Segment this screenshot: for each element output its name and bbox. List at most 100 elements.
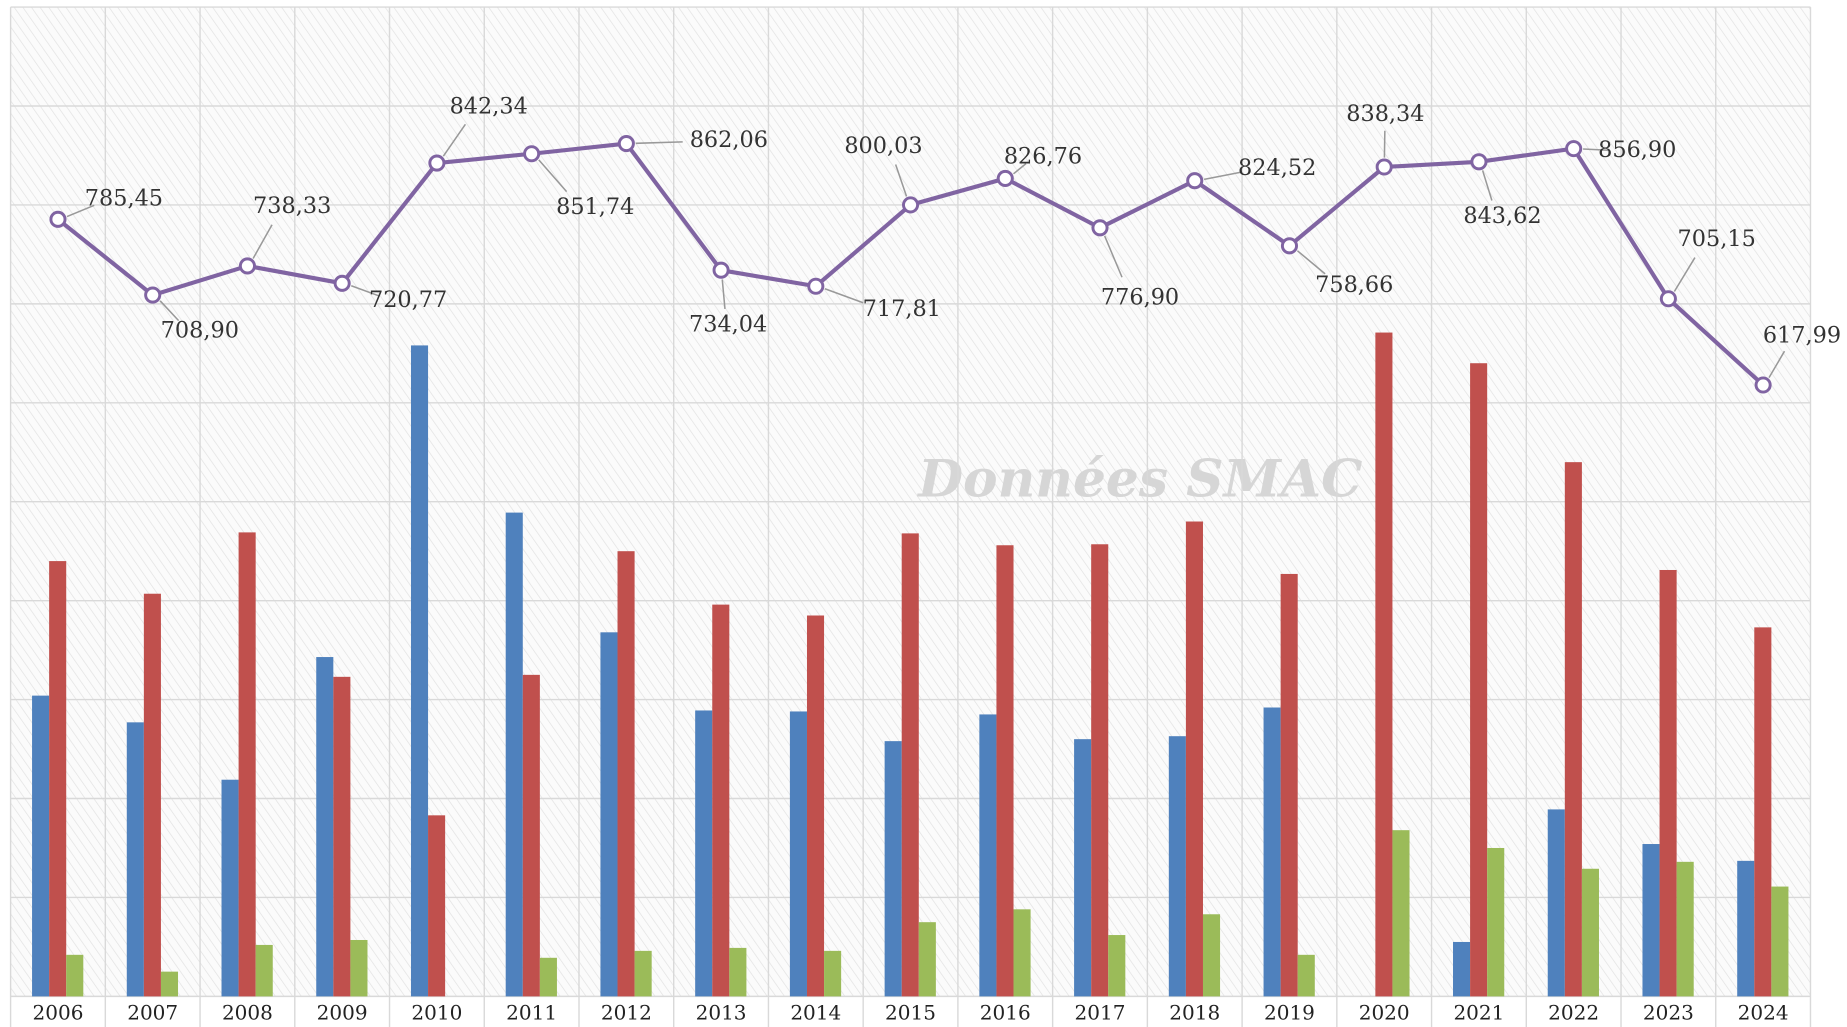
x-tick-label: 2020: [1359, 1001, 1410, 1025]
bar: [996, 545, 1014, 997]
bar: [1659, 569, 1677, 997]
x-tick-label: 2014: [790, 1001, 841, 1025]
line-marker: [617, 134, 635, 153]
data-label: 838,34: [1346, 101, 1424, 127]
line-marker: [996, 169, 1014, 187]
leader-line: [1203, 171, 1241, 181]
bar: [634, 950, 652, 997]
bar: [1487, 847, 1505, 997]
x-tick-label: 2023: [1643, 1001, 1694, 1025]
line-marker: [1280, 237, 1299, 255]
line-marker: [1470, 153, 1488, 171]
bar: [1676, 861, 1694, 997]
bar: [1547, 809, 1565, 997]
data-label: 824,52: [1238, 155, 1316, 181]
line-marker: [902, 196, 920, 214]
line-marker: [238, 257, 256, 275]
leader-line: [721, 279, 726, 310]
x-tick-label: 2017: [1075, 1001, 1126, 1025]
leader-line: [350, 285, 379, 297]
line-marker: [1375, 158, 1393, 176]
data-label: 776,90: [1101, 284, 1179, 310]
bar: [238, 532, 256, 997]
leader-line: [159, 300, 180, 322]
x-tick-label: 2008: [222, 1001, 273, 1025]
leader-line: [824, 288, 864, 304]
leader-line: [538, 159, 568, 193]
bar: [1581, 868, 1599, 997]
bar: [1470, 363, 1488, 997]
bar: [789, 711, 807, 997]
line-marker: [49, 210, 67, 228]
bar: [1074, 739, 1092, 997]
data-label: 705,15: [1678, 226, 1756, 252]
bar: [824, 950, 842, 997]
data-label: 826,76: [1004, 143, 1082, 169]
data-label: 851,74: [556, 194, 634, 220]
x-tick-label: 2012: [601, 1001, 652, 1025]
bar: [126, 722, 144, 997]
line-marker: [1186, 172, 1204, 190]
bar: [884, 741, 902, 997]
bar: [1202, 914, 1221, 997]
bar: [1013, 909, 1031, 997]
bar: [49, 561, 67, 997]
data-label: 717,81: [863, 296, 941, 322]
leader-line: [442, 123, 467, 157]
bar: [1185, 521, 1203, 997]
data-label: 734,04: [689, 312, 767, 338]
bar: [729, 947, 747, 997]
leader-line: [1296, 250, 1326, 275]
leader-line: [1583, 148, 1609, 152]
leader-line: [635, 141, 683, 145]
bar: [1280, 573, 1298, 997]
bar: [428, 815, 446, 997]
bar: [410, 345, 429, 997]
bar: [1737, 860, 1755, 997]
leader-line: [1481, 170, 1493, 201]
x-tick-label: 2021: [1453, 1001, 1504, 1025]
leader-line: [1673, 257, 1696, 292]
leader-line: [252, 224, 273, 259]
bar: [1263, 707, 1281, 997]
data-label: 785,45: [85, 185, 163, 211]
bar: [143, 593, 161, 997]
line-marker: [523, 145, 541, 163]
bar: [1642, 844, 1660, 997]
bar: [901, 533, 919, 997]
bar: [160, 971, 179, 997]
bar: [539, 957, 557, 997]
leader-line: [1768, 350, 1786, 379]
bar: [333, 676, 351, 997]
bar: [617, 551, 635, 997]
line-marker: [807, 277, 825, 295]
leader-line: [1013, 163, 1027, 175]
bar: [1392, 830, 1410, 997]
line-marker: [1565, 140, 1583, 158]
data-label: 720,77: [369, 287, 447, 313]
bar: [505, 512, 523, 997]
line-marker: [1754, 376, 1772, 394]
x-tick-label: 2011: [506, 1001, 557, 1025]
bar: [695, 710, 713, 997]
bar: [221, 779, 239, 997]
bar: [350, 939, 368, 997]
line-marker: [144, 286, 162, 304]
bar: [979, 714, 997, 997]
x-tick-label: 2009: [317, 1001, 368, 1025]
bar: [66, 954, 84, 997]
x-tick-label: 2007: [127, 1001, 178, 1025]
bar: [316, 657, 334, 997]
bar: [1564, 462, 1582, 997]
bar: [1168, 736, 1186, 997]
leader-line: [1103, 235, 1123, 278]
bar: [918, 922, 936, 997]
bar: [32, 695, 50, 997]
line-marker: [428, 154, 446, 172]
x-tick-label: 2019: [1264, 1001, 1315, 1025]
line-marker: [1659, 290, 1677, 308]
x-tick-label: 2015: [885, 1001, 936, 1025]
bar: [255, 944, 273, 997]
bar: [522, 674, 540, 997]
